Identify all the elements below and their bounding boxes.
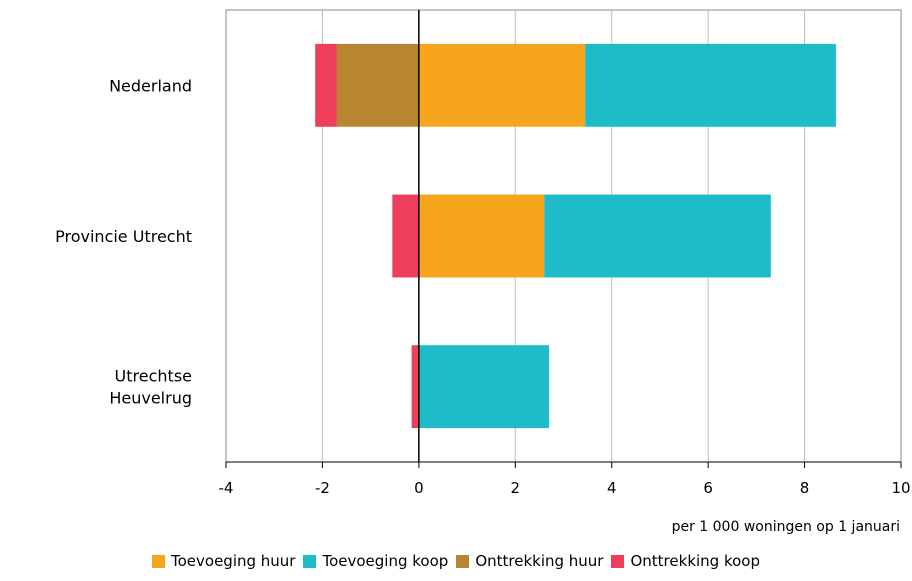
legend-label: Toevoeging huur <box>171 552 296 570</box>
x-tick-label: -2 <box>315 479 330 497</box>
legend-swatch <box>611 554 625 568</box>
legend-label: Onttrekking koop <box>630 552 760 570</box>
category-label: Provincie Utrecht <box>55 227 192 246</box>
bar-onttrekking-huur <box>336 43 419 127</box>
bar-toevoeging-koop <box>544 194 771 278</box>
x-tick-label: 2 <box>511 479 521 497</box>
legend-swatch <box>303 554 317 568</box>
legend-label: Onttrekking huur <box>475 552 604 570</box>
x-axis-ticks: -4 -2 0 2 4 6 8 10 <box>219 462 911 497</box>
legend: Toevoeging huur Toevoeging koop Onttrekkin… <box>0 546 912 576</box>
x-axis-label: per 1 000 woningen op 1 januari <box>672 519 900 535</box>
category-labels: Nederland Provincie Utrecht Utrechtse Heuve… <box>55 76 192 407</box>
legend-item: Onttrekking koop <box>611 552 760 570</box>
bar-onttrekking-koop <box>411 345 419 429</box>
legend-swatch <box>152 554 165 568</box>
bar-onttrekking-koop <box>315 43 337 127</box>
x-tick-label: 8 <box>800 479 810 497</box>
x-tick-label: 10 <box>891 479 910 497</box>
bar-toevoeging-huur <box>418 194 545 278</box>
x-tick-label: -4 <box>219 479 234 497</box>
legend-swatch <box>456 554 470 568</box>
bar-toevoeging-koop <box>585 43 836 127</box>
bar-toevoeging-huur <box>418 43 586 127</box>
bars <box>315 43 836 429</box>
bar-onttrekking-koop <box>392 194 419 278</box>
legend-item: Toevoeging koop <box>303 552 448 570</box>
x-tick-label: 6 <box>703 479 713 497</box>
bar-toevoeging-koop <box>418 345 550 429</box>
x-tick-label: 0 <box>414 479 424 497</box>
legend-item: Toevoeging huur <box>152 552 295 570</box>
legend-label: Toevoeging koop <box>322 552 449 570</box>
category-label: Utrechtse Heuvelrug <box>109 367 192 408</box>
x-tick-label: 4 <box>607 479 617 497</box>
legend-item: Onttrekking huur <box>456 552 603 570</box>
category-label: Nederland <box>109 76 192 95</box>
